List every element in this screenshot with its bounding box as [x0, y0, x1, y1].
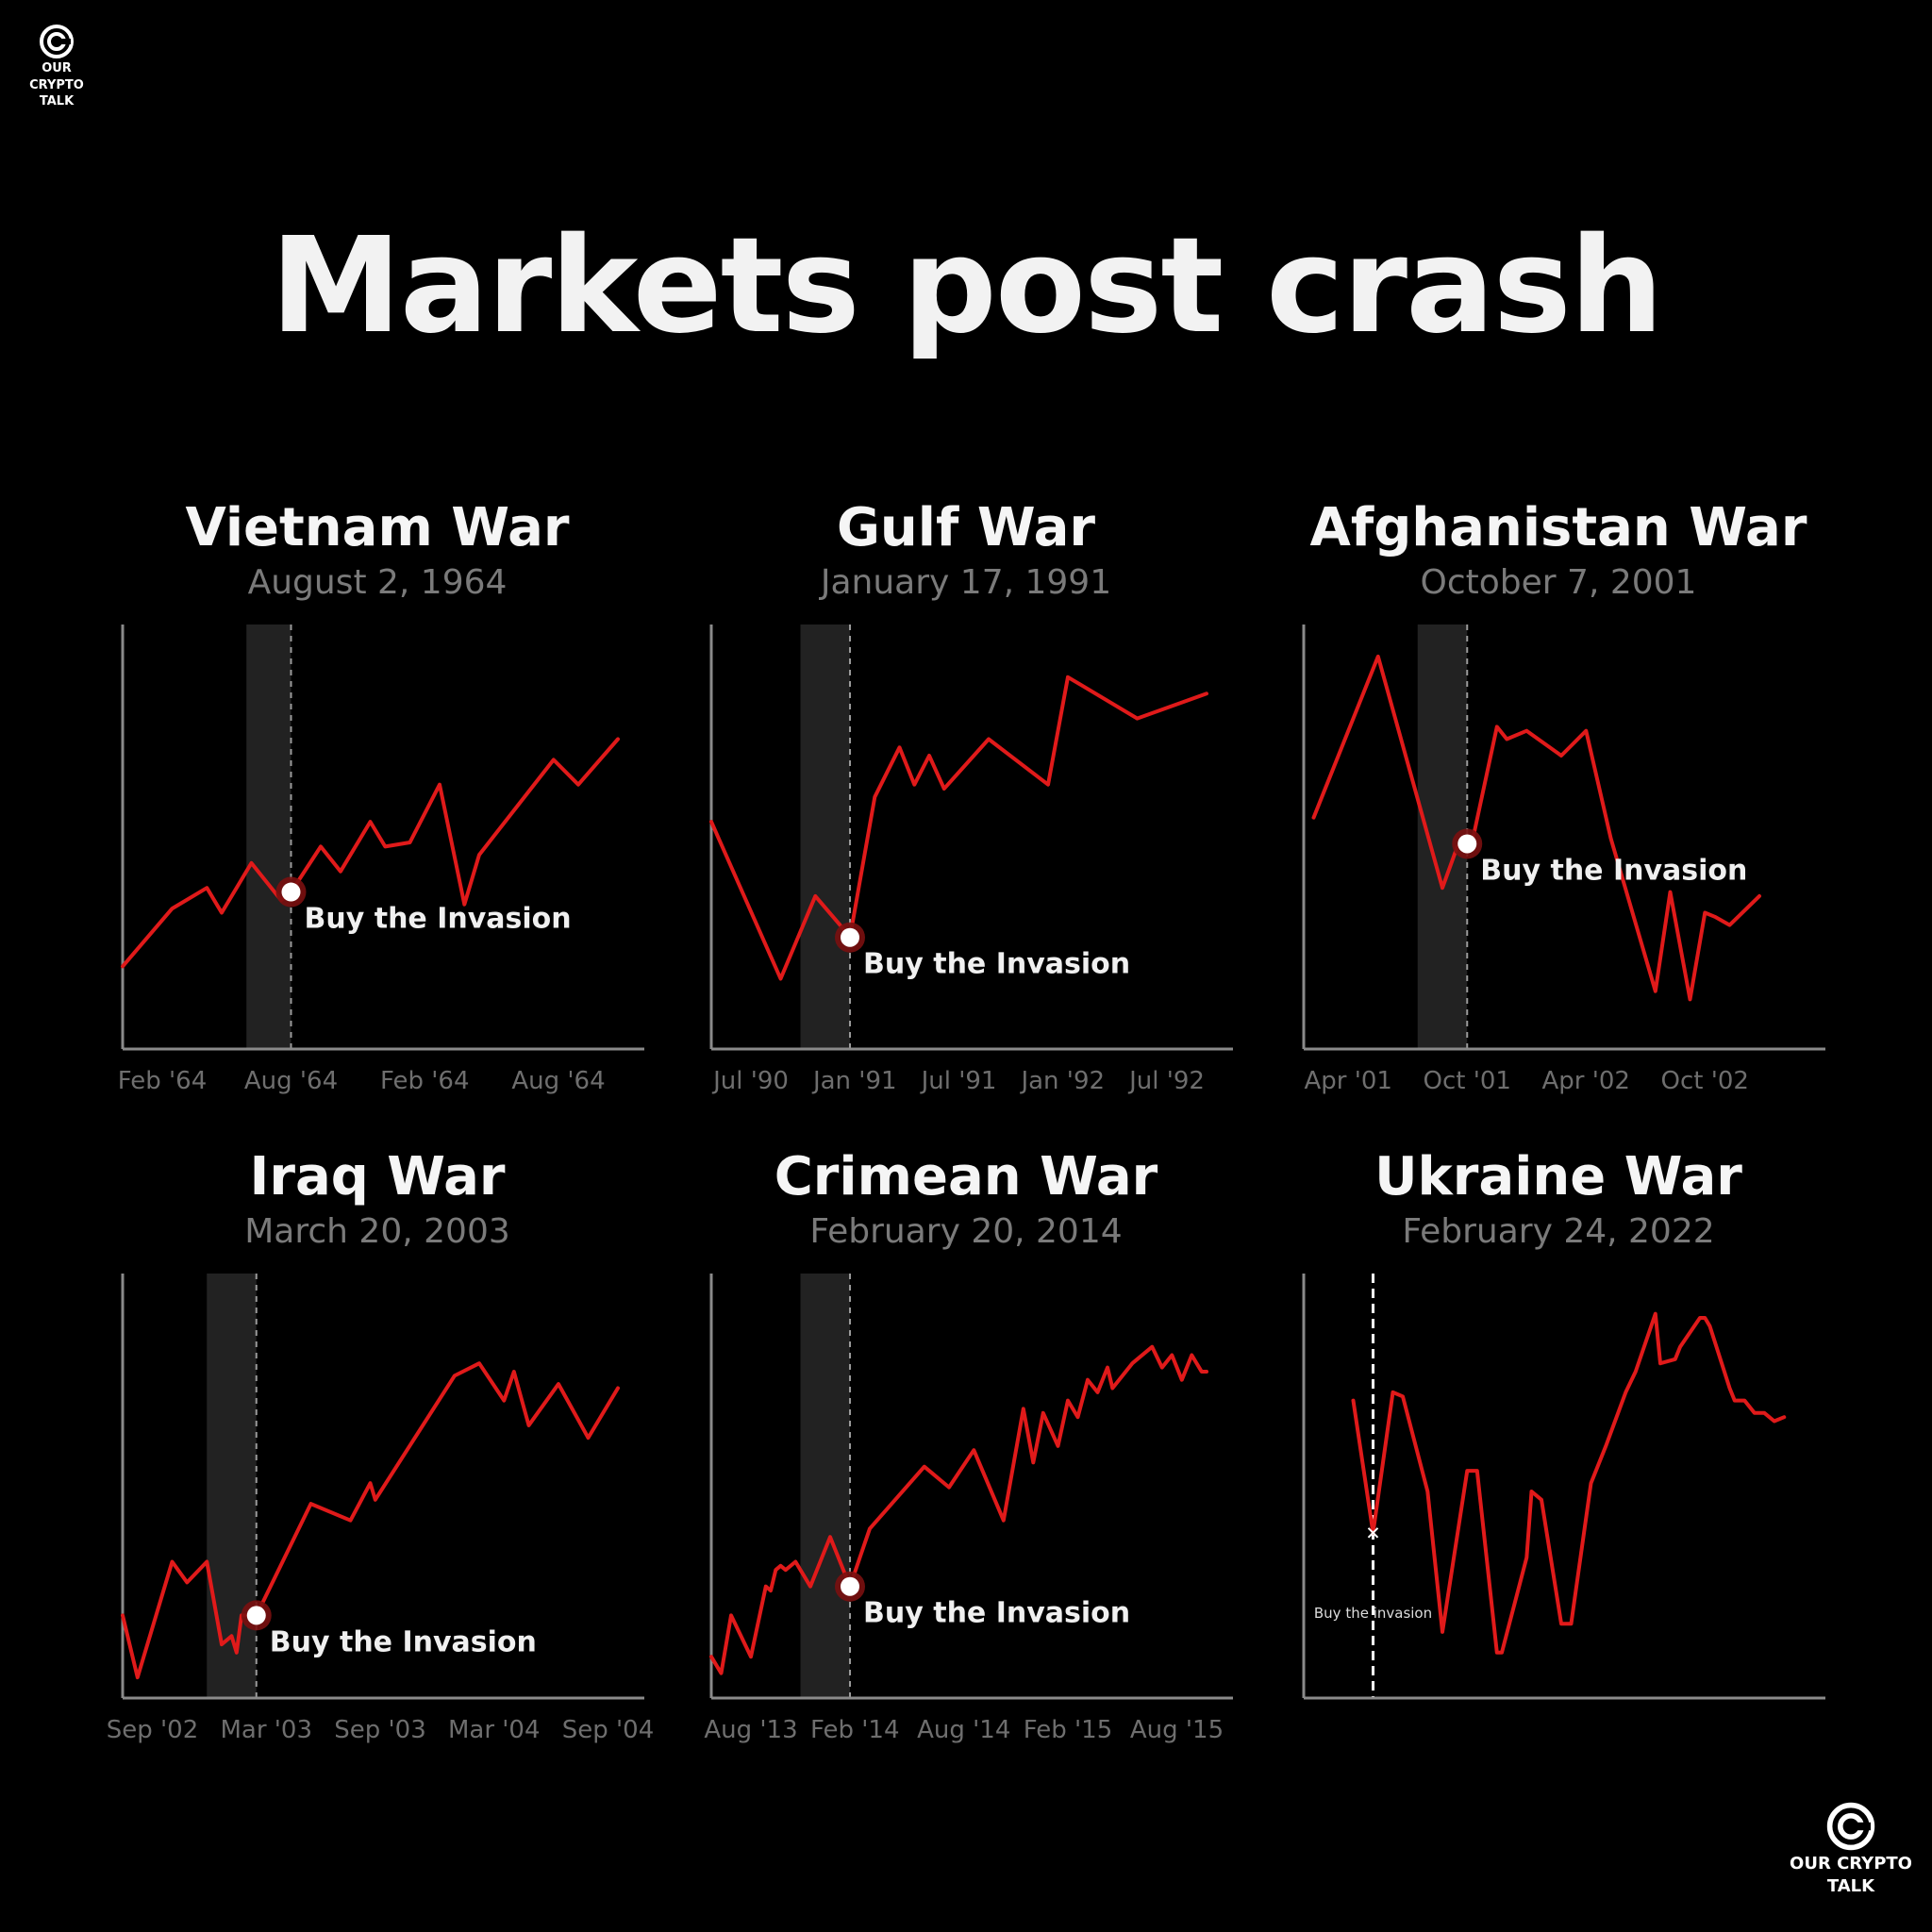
x-tick-label: Feb '64: [380, 1067, 470, 1095]
x-tick-label: Mar '03: [220, 1716, 312, 1744]
chart-panel-crimea: Crimean War February 20, 2014 Buy the In…: [674, 1146, 1258, 1744]
line-chart: Buy the Invasion Apr '01 Oct '01 Apr '02 Oct…: [1302, 625, 1825, 1095]
line-chart: Buy the invasion: [1302, 1274, 1825, 1700]
line-chart: Buy the Invasion Sep '02 Mar '03 Sep '03 Mar…: [107, 1274, 654, 1744]
invasion-marker: [841, 927, 859, 947]
chart-title: Crimean War: [774, 1146, 1158, 1208]
line-chart: Buy the Invasion Jul '90 Jan '91 Jul '91 Jan…: [709, 625, 1233, 1095]
chart-title: Gulf War: [836, 497, 1096, 558]
line-chart: Buy the Invasion Aug '13 Feb '14 Aug '14 Feb…: [704, 1274, 1233, 1744]
x-tick-label: Feb '14: [810, 1716, 900, 1744]
price-series-line: [1311, 654, 1761, 1002]
brand-mark-icon: [1826, 1802, 1875, 1851]
x-tick-label: Jul '92: [1127, 1067, 1205, 1095]
annotation-label: Buy the invasion: [1314, 1605, 1432, 1622]
price-series-line: [709, 675, 1208, 981]
x-tick-label: Oct '01: [1424, 1067, 1511, 1095]
x-tick-label: Aug '14: [917, 1716, 1010, 1744]
chart-title: Vietnam War: [185, 497, 570, 558]
chart-title: Afghanistan War: [1309, 497, 1807, 558]
chart-subtitle: March 20, 2003: [244, 1212, 510, 1251]
invasion-marker: [246, 1606, 266, 1625]
page-title: Markets post crash: [270, 209, 1663, 363]
chart-title: Iraq War: [249, 1146, 506, 1208]
price-series-line: [1351, 1311, 1787, 1655]
x-tick-label: Feb '64: [118, 1067, 208, 1095]
invasion-marker: [1367, 1527, 1379, 1539]
chart-panel-ukraine: Ukraine War February 24, 2022 Buy the in…: [1266, 1151, 1851, 1736]
x-tick-label: Aug '13: [704, 1716, 797, 1744]
x-tick-label: Jan '91: [811, 1067, 897, 1095]
x-tick-label: Aug '15: [1130, 1716, 1224, 1744]
annotation-label: Buy the Invasion: [1480, 854, 1747, 887]
annotation-label: Buy the Invasion: [863, 1597, 1130, 1630]
x-tick-label: Jan '92: [1019, 1067, 1105, 1095]
chart-panel-vietnam: Vietnam War August 2, 1964 Buy the Invas…: [85, 497, 670, 1095]
annotation-label: Buy the Invasion: [270, 1625, 537, 1658]
brand-line-2: TALK: [39, 94, 75, 109]
chart-subtitle: October 7, 2001: [1420, 563, 1697, 602]
invasion-marker: [281, 882, 301, 902]
annotation-label: Buy the Invasion: [305, 903, 572, 936]
price-series-line: [709, 1344, 1208, 1675]
chart-subtitle: February 20, 2014: [809, 1212, 1123, 1251]
chart-subtitle: February 24, 2022: [1402, 1212, 1715, 1251]
price-series-line: [121, 737, 620, 969]
annotation-label: Buy the Invasion: [863, 948, 1130, 981]
brand-mark-icon: [40, 25, 74, 58]
pre-invasion-band: [246, 625, 291, 1049]
x-tick-label: Sep '02: [107, 1716, 199, 1744]
pre-invasion-band: [800, 1274, 850, 1698]
line-chart: Buy the Invasion Feb '64 Aug '64 Feb '64 Aug…: [118, 625, 644, 1095]
brand-line-1: OUR CRYPTO: [1790, 1854, 1912, 1874]
pre-invasion-band: [800, 625, 850, 1049]
chart-title: Ukraine War: [1374, 1146, 1742, 1208]
chart-panel-iraq: Iraq War March 20, 2003 Buy the Invasion…: [85, 1146, 670, 1745]
invasion-marker: [1457, 834, 1477, 854]
x-tick-label: Oct '02: [1661, 1067, 1749, 1095]
chart-subtitle: August 2, 1964: [247, 563, 508, 602]
brand-logo-top-left: OUR CRYPTO TALK: [13, 23, 100, 110]
invasion-marker: [841, 1576, 859, 1596]
brand-line-2: TALK: [1826, 1876, 1875, 1897]
x-tick-label: Sep '04: [562, 1716, 655, 1744]
x-tick-label: Aug '64: [511, 1067, 605, 1095]
x-tick-label: Apr '01: [1305, 1067, 1392, 1095]
x-tick-label: Feb '15: [1024, 1716, 1113, 1744]
brand-line-1: OUR CRYPTO: [29, 61, 84, 92]
brand-logo-bottom-right: OUR CRYPTO TALK: [1783, 1800, 1919, 1899]
x-tick-label: Sep '03: [334, 1716, 426, 1744]
chart-panel-gulf: Gulf War January 17, 1991 Buy the Invasi…: [674, 497, 1258, 1095]
x-tick-label: Aug '64: [244, 1067, 338, 1095]
x-tick-label: Apr '02: [1542, 1067, 1630, 1095]
x-tick-label: Jul '91: [920, 1067, 997, 1095]
x-tick-label: Mar '04: [448, 1716, 541, 1744]
chart-panel-afghanistan: Afghanistan War October 7, 2001 Buy the …: [1266, 497, 1851, 1095]
x-tick-label: Jul '90: [711, 1067, 789, 1095]
chart-subtitle: January 17, 1991: [820, 563, 1112, 602]
price-series-line: [121, 1361, 620, 1680]
